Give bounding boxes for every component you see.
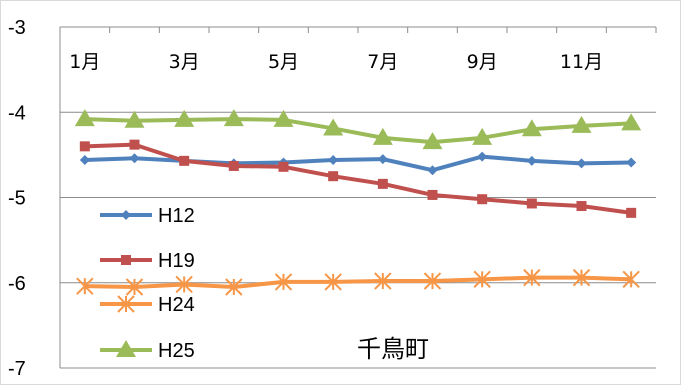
series-line xyxy=(84,275,632,290)
x-tick-label: 3月 xyxy=(169,51,200,73)
data-point xyxy=(125,278,144,296)
y-axis-ticks: -3 -4 -5 -6 -7 xyxy=(8,17,26,380)
legend-label: H12 xyxy=(158,205,195,227)
y-tick-label: -3 xyxy=(8,17,26,39)
data-point xyxy=(576,158,587,169)
data-point xyxy=(473,270,491,289)
series-line xyxy=(84,117,632,145)
data-point xyxy=(79,154,90,165)
data-point xyxy=(323,118,344,136)
data-point xyxy=(622,270,640,289)
chart-annotation: 千鳥町 xyxy=(357,335,429,363)
legend-label: H25 xyxy=(158,340,195,362)
data-point xyxy=(521,119,542,137)
data-point xyxy=(526,155,537,166)
data-point xyxy=(328,154,339,165)
legend-item-h19: H19 xyxy=(100,250,195,272)
data-point xyxy=(621,113,642,131)
data-point xyxy=(372,127,393,145)
x-axis-ticks: 1月 3月 5月 7月 9月 11月 xyxy=(69,51,603,73)
data-point xyxy=(423,272,442,290)
data-point xyxy=(526,198,537,209)
gridlines xyxy=(60,26,656,369)
data-point xyxy=(472,127,493,145)
data-point xyxy=(477,151,488,162)
data-point xyxy=(626,157,637,168)
data-point xyxy=(175,275,193,294)
legend: H12 H19 H24 H25 xyxy=(100,205,195,362)
data-point xyxy=(274,273,293,291)
data-point xyxy=(76,277,94,295)
data-point xyxy=(79,141,90,152)
data-point xyxy=(377,178,388,189)
data-point xyxy=(273,109,294,127)
data-point xyxy=(427,165,438,176)
series-h19 xyxy=(79,139,637,218)
data-point xyxy=(571,115,592,133)
x-tick-label: 7月 xyxy=(367,51,398,73)
x-tick-label: 1月 xyxy=(69,51,100,73)
data-point xyxy=(225,278,243,296)
data-point xyxy=(129,139,140,150)
data-point xyxy=(179,155,190,166)
axes xyxy=(59,27,657,368)
x-tick-label: 9月 xyxy=(467,51,498,73)
y-tick-label: -4 xyxy=(8,102,26,124)
data-point xyxy=(223,109,244,127)
series-line xyxy=(84,154,632,173)
data-point xyxy=(572,268,591,287)
legend-label: H19 xyxy=(158,250,195,272)
data-point xyxy=(374,272,392,290)
legend-item-h12: H12 xyxy=(100,205,195,227)
y-tick-label: -6 xyxy=(8,273,26,295)
data-point xyxy=(116,340,136,357)
data-point xyxy=(576,201,587,212)
y-tick-label: -5 xyxy=(8,188,26,210)
y-tick-label: -7 xyxy=(8,358,26,380)
data-point xyxy=(174,109,195,127)
x-tick-label: 5月 xyxy=(268,51,299,73)
x-tick-label: 11月 xyxy=(560,51,603,73)
series-h24 xyxy=(76,268,640,296)
data-point xyxy=(427,189,438,200)
data-point xyxy=(626,207,637,218)
data-point xyxy=(328,171,339,182)
series-layer xyxy=(74,109,642,296)
series-line xyxy=(84,142,632,215)
data-point xyxy=(117,295,135,313)
legend-label: H24 xyxy=(158,294,195,316)
data-point xyxy=(523,268,541,287)
data-point xyxy=(124,110,145,128)
data-point xyxy=(422,132,443,150)
data-point xyxy=(74,109,95,127)
data-point xyxy=(121,255,131,265)
series-h25 xyxy=(74,109,642,150)
data-point xyxy=(228,160,239,171)
legend-item-h24: H24 xyxy=(100,294,195,316)
data-point xyxy=(129,153,140,164)
data-point xyxy=(477,194,488,205)
data-point xyxy=(121,210,131,220)
data-point xyxy=(324,273,342,291)
data-point xyxy=(278,161,289,172)
data-point xyxy=(377,154,388,165)
legend-item-h25: H25 xyxy=(100,340,195,362)
